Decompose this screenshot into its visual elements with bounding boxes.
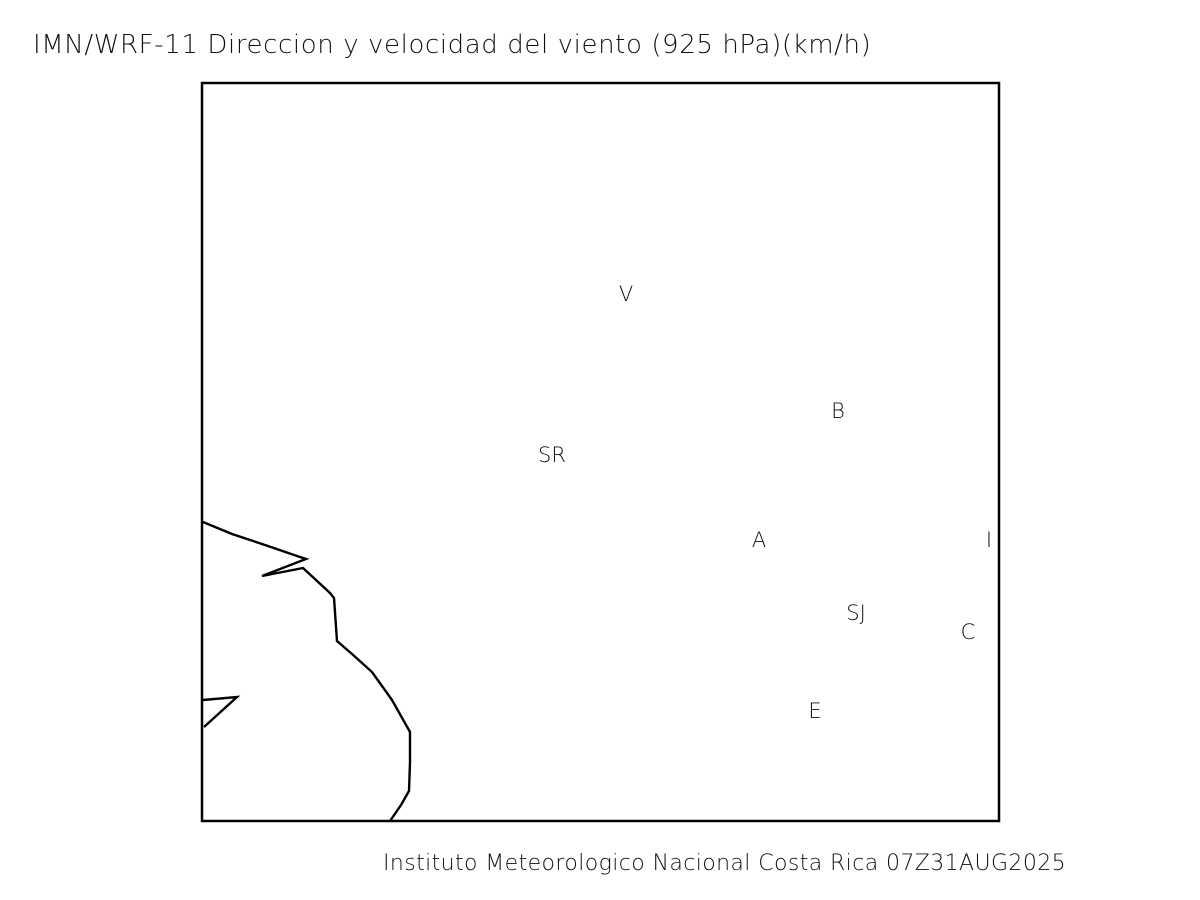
map-frame-border bbox=[200, 81, 1001, 823]
page-title: IMN/WRF-11 Direccion y velocidad del vie… bbox=[33, 30, 872, 60]
station-label-e: E bbox=[808, 699, 821, 723]
station-label-i: I bbox=[986, 528, 992, 552]
station-label-c: C bbox=[961, 620, 976, 644]
coastline-peninsula bbox=[202, 695, 241, 728]
coastline-main bbox=[202, 520, 412, 822]
station-label-sj: SJ bbox=[846, 601, 866, 625]
station-label-sr: SR bbox=[538, 443, 566, 467]
station-label-b: B bbox=[831, 399, 845, 423]
station-label-v: V bbox=[619, 282, 633, 306]
footer-credit: Instituto Meteorologico Nacional Costa R… bbox=[383, 851, 1067, 876]
station-label-a: A bbox=[752, 528, 766, 552]
